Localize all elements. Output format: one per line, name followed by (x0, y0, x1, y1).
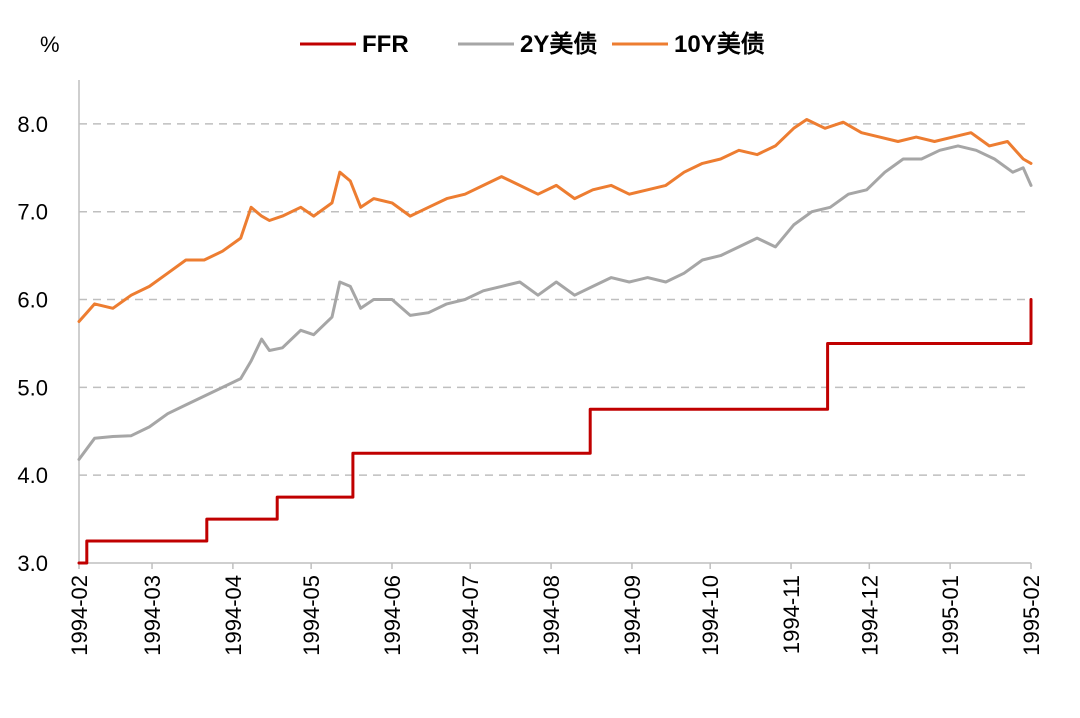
axes (78, 80, 1031, 564)
series-lines (77, 118, 1033, 565)
gridlines (79, 123, 1031, 476)
x-tick-label-1994-10: 1994-10 (698, 575, 723, 656)
x-tick-label-1994-11: 1994-11 (779, 575, 804, 654)
series-line-1 (77, 144, 1033, 461)
x-tick-label-1994-12: 1994-12 (857, 575, 882, 656)
y-tick-label-7.0: 7.0 (17, 200, 48, 225)
x-tick-label-1994-08: 1994-08 (539, 575, 564, 656)
y-tick-label-8.0: 8.0 (17, 112, 48, 137)
x-tick-label-1994-03: 1994-03 (140, 575, 165, 656)
y-tick-label-3.0: 3.0 (17, 551, 48, 576)
x-tick-label-1994-09: 1994-09 (620, 575, 645, 656)
legend: FFR 2Y美债 10Y美债 (300, 30, 765, 58)
x-tick-label-1995-02: 1995-02 (1019, 575, 1044, 656)
y-tick-label-4.0: 4.0 (17, 463, 48, 488)
x-tick-label-1994-02: 1994-02 (67, 575, 92, 656)
series-line-0 (77, 298, 1033, 565)
legend-label-0: FFR (362, 31, 409, 58)
y-axis-label: % (40, 32, 60, 57)
y-tick-labels: 3.0 4.0 5.0 6.0 7.0 8.0 (17, 112, 48, 576)
series-line-2 (77, 118, 1033, 323)
x-tick-label-1994-05: 1994-05 (299, 575, 324, 656)
x-tick-label-1995-01: 1995-01 (938, 575, 963, 656)
y-tick-label-5.0: 5.0 (17, 375, 48, 400)
y-tick-label-6.0: 6.0 (17, 288, 48, 313)
x-tick-label-1994-07: 1994-07 (458, 575, 483, 656)
x-tick-label-1994-06: 1994-06 (380, 575, 405, 656)
legend-label-2: 10Y美债 (674, 30, 765, 58)
x-tick-label-1994-04: 1994-04 (221, 575, 246, 656)
x-tick-labels: 1994-02 1994-03 1994-04 1994-05 1994-06 1994-… (67, 563, 1044, 656)
legend-label-1: 2Y美债 (520, 30, 597, 58)
